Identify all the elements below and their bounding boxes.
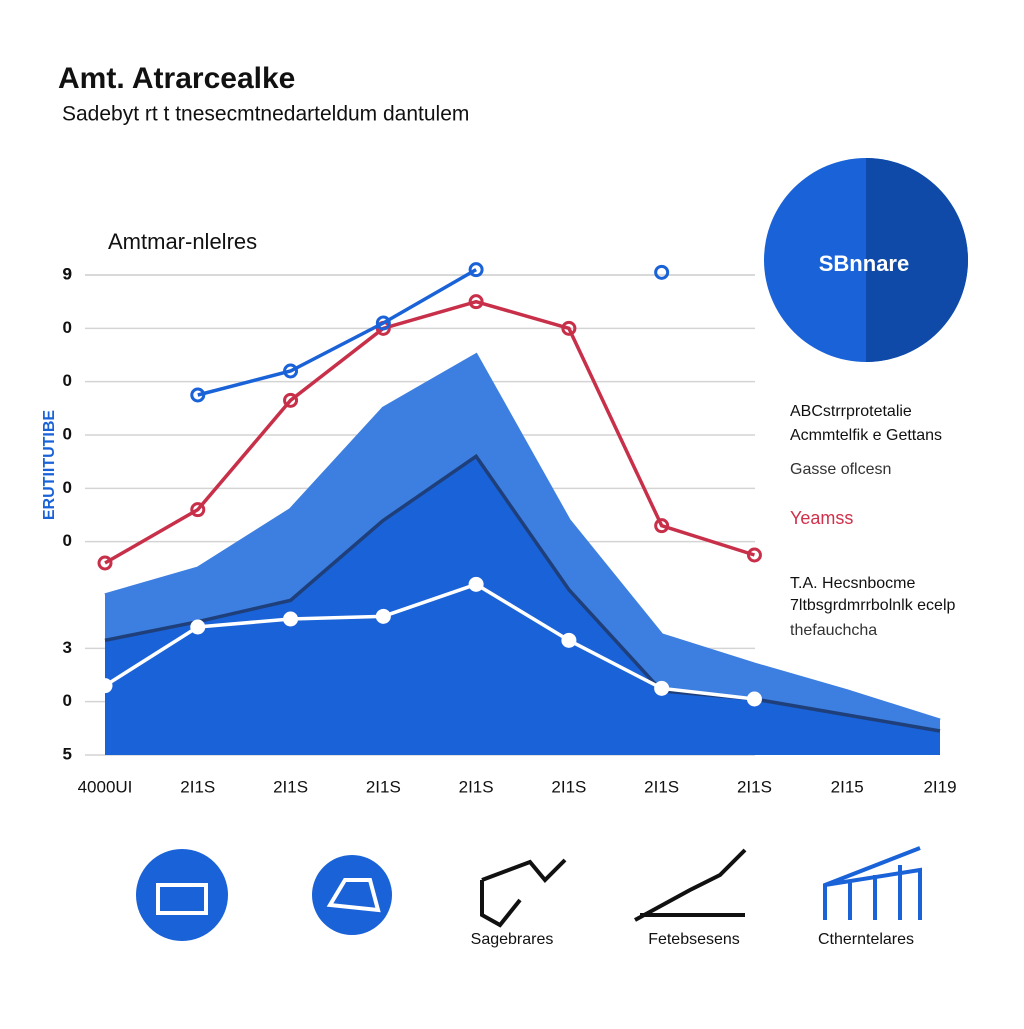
area: [105, 456, 940, 755]
x-tick-label: 2I1S: [737, 777, 772, 796]
x-tick-label: 2I1S: [180, 777, 215, 796]
point: [283, 392, 299, 408]
x-tick-label: 4000UI: [78, 777, 133, 796]
y-tick-label: 0: [63, 478, 72, 497]
annotation: thefauchcha: [790, 622, 877, 639]
point: [746, 547, 762, 563]
point: [283, 363, 299, 379]
point: [561, 632, 577, 648]
x-tick-label: 2I1S: [644, 777, 679, 796]
y-tick-label: 9: [63, 264, 72, 283]
point: [468, 576, 484, 592]
x-tick-label: 2I1S: [551, 777, 586, 796]
point: [190, 387, 206, 403]
annotation: Gasse oflcesn: [790, 461, 891, 478]
icon-shape: [326, 878, 381, 913]
icon-shape: [634, 848, 747, 922]
line: [104, 299, 755, 565]
annotation: T.A. Hecsnbocme: [790, 575, 915, 592]
icon-label: Ctherntelares: [818, 931, 914, 948]
point: [746, 691, 762, 707]
line: [104, 582, 755, 701]
point: [654, 680, 670, 696]
icon: [136, 849, 228, 941]
y-tick-label: 0: [63, 424, 72, 443]
annotation: 7ltbsgrdmrrbolnlk ecelp: [790, 597, 956, 614]
point: [283, 611, 299, 627]
badge-text: SBnnare: [819, 251, 909, 276]
line: [197, 268, 477, 397]
y-tick-label: 0: [63, 531, 72, 550]
plot: [85, 262, 941, 756]
y-tick-label: 3: [63, 638, 72, 657]
line: [104, 352, 941, 723]
annotation: Acmmtelfik e Gettans: [790, 427, 942, 444]
y-axis-label: ERUTIITUTIBE: [41, 410, 58, 521]
y-tick-label: 0: [63, 318, 72, 337]
point: [190, 502, 206, 518]
point: [375, 315, 391, 331]
point: [468, 294, 484, 310]
annotation: ABCstrrprotetalie: [790, 403, 912, 420]
point: [654, 264, 670, 280]
point: [97, 555, 113, 571]
x-tick-label: 2I1S: [459, 777, 494, 796]
x-tick-label: 2I15: [831, 777, 864, 796]
icon-label: Fetebsesens: [648, 931, 740, 948]
y-tick-label: 0: [63, 371, 72, 390]
icon-shape: [156, 883, 208, 915]
badge-half: [866, 158, 968, 362]
line: [104, 453, 941, 733]
x-tick-label: 2I19: [923, 777, 956, 796]
chart-subtitle: Sadebyt rt t tnesecmtnedarteldum dantule…: [62, 103, 469, 126]
point: [654, 518, 670, 534]
point: [468, 262, 484, 278]
y-tick-label: 9: [63, 264, 72, 283]
icon-shape: [823, 846, 922, 920]
x-tick-label: 2I1S: [273, 777, 308, 796]
icon-label: Sagebrares: [471, 931, 554, 948]
icon: [312, 855, 392, 935]
icon-shape: [480, 858, 567, 928]
x-tick-label: 2I1S: [366, 777, 401, 796]
y-tick-label: 5: [63, 744, 72, 763]
icons: [136, 846, 922, 941]
point: [190, 619, 206, 635]
point: [97, 678, 113, 694]
chart-label: Amtmar-nlelres: [108, 229, 257, 254]
point: [375, 608, 391, 624]
y-tick-label: 0: [63, 691, 72, 710]
annotation: Yeamss: [790, 508, 853, 528]
chart-title: Amt. Atrarcealke: [58, 62, 295, 95]
point: [561, 320, 577, 336]
